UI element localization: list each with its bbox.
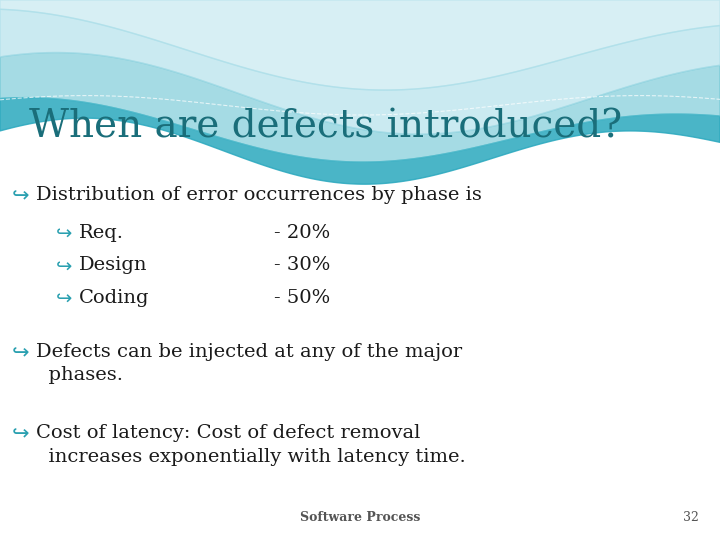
- Text: ↪: ↪: [55, 256, 72, 275]
- Text: 32: 32: [683, 511, 698, 524]
- Text: ↪: ↪: [12, 343, 29, 363]
- Text: Defects can be injected at any of the major
  phases.: Defects can be injected at any of the ma…: [36, 343, 462, 384]
- Text: ↪: ↪: [55, 224, 72, 243]
- Text: When are defects introduced?: When are defects introduced?: [29, 109, 622, 145]
- Text: ↪: ↪: [12, 186, 29, 206]
- Text: - 20%: - 20%: [274, 224, 330, 242]
- Text: Design: Design: [79, 256, 148, 274]
- Text: - 50%: - 50%: [274, 289, 330, 307]
- Text: Cost of latency: Cost of defect removal
  increases exponentially with latency t: Cost of latency: Cost of defect removal …: [36, 424, 466, 465]
- Text: ↪: ↪: [55, 289, 72, 308]
- Text: ↪: ↪: [12, 424, 29, 444]
- Text: Software Process: Software Process: [300, 511, 420, 524]
- Text: Coding: Coding: [79, 289, 150, 307]
- Text: Distribution of error occurrences by phase is: Distribution of error occurrences by pha…: [36, 186, 482, 204]
- Text: Req.: Req.: [79, 224, 125, 242]
- Text: - 30%: - 30%: [274, 256, 330, 274]
